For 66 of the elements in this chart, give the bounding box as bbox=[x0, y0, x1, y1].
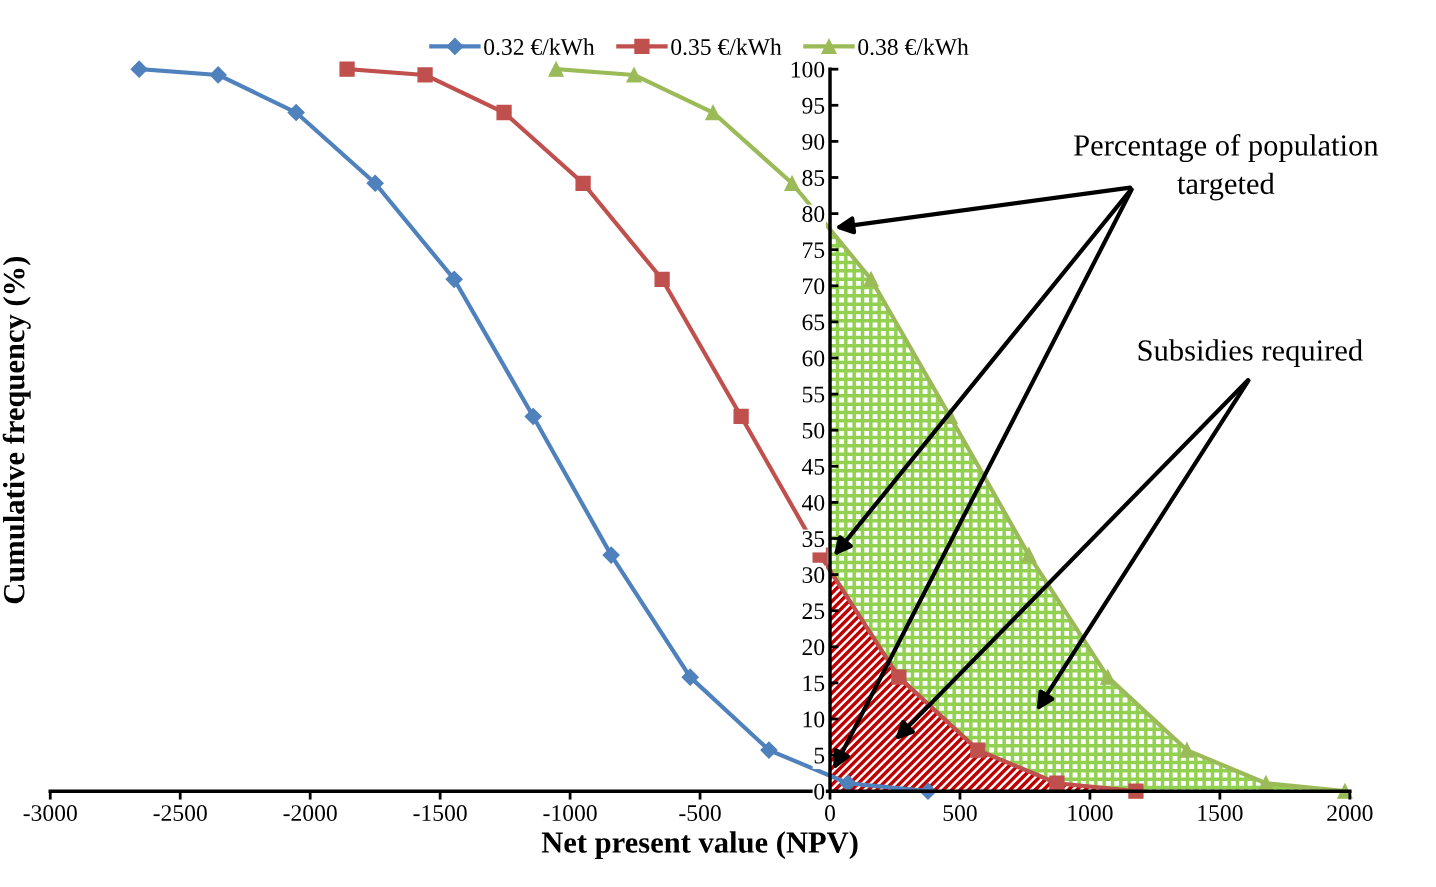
point bbox=[970, 742, 986, 758]
point bbox=[548, 61, 564, 77]
y-tick-label: 100 bbox=[791, 61, 825, 78]
x-tick-label: 1500 bbox=[1198, 805, 1243, 822]
legend-label: 0.38 €/kWh bbox=[858, 38, 969, 56]
point bbox=[287, 103, 305, 122]
y-tick-label: 85 bbox=[802, 169, 825, 186]
y-tick-label: 70 bbox=[803, 278, 825, 295]
x-tick-label: -1000 bbox=[543, 805, 597, 822]
x-tick-label: -500 bbox=[679, 805, 721, 822]
y-tick-label: 25 bbox=[802, 603, 825, 620]
legend-label: 0.35 €/kWh bbox=[671, 38, 782, 56]
y-tick-label: 60 bbox=[802, 350, 825, 367]
y-tick-label: 75 bbox=[803, 242, 825, 259]
point bbox=[863, 271, 879, 287]
y-tick-label: 40 bbox=[802, 494, 825, 511]
point bbox=[891, 669, 907, 685]
x-tick-label: 2000 bbox=[1327, 805, 1373, 822]
point bbox=[839, 774, 857, 792]
point bbox=[209, 66, 227, 84]
point bbox=[760, 741, 778, 759]
x-tick-label: 500 bbox=[943, 805, 977, 822]
point bbox=[575, 175, 591, 191]
y-tick-label: 95 bbox=[802, 97, 825, 114]
x-tick-label: -2500 bbox=[153, 805, 207, 822]
point bbox=[417, 67, 433, 83]
point bbox=[626, 67, 642, 83]
point bbox=[1021, 547, 1037, 563]
point bbox=[339, 61, 355, 77]
y-tick-label: 0 bbox=[814, 783, 825, 800]
x-tick-label: 0 bbox=[825, 805, 836, 822]
y-tick-label: 65 bbox=[802, 314, 825, 331]
y-tick-label: 35 bbox=[802, 531, 825, 547]
annotation: Percentage of population targeted bbox=[1074, 133, 1379, 201]
y-tick-label: 10 bbox=[803, 711, 825, 728]
point bbox=[705, 104, 721, 121]
point bbox=[654, 271, 670, 287]
x-tick-label: -3000 bbox=[23, 805, 77, 822]
y-tick-label: 80 bbox=[802, 206, 825, 223]
x-tick-label: -1500 bbox=[413, 805, 467, 822]
point bbox=[681, 668, 699, 686]
point bbox=[733, 408, 749, 425]
x-axis-title: Net present value (NPV) bbox=[541, 831, 858, 860]
y-tick-label: 90 bbox=[802, 133, 825, 150]
y-tick-label: 5 bbox=[814, 747, 825, 764]
point bbox=[784, 175, 800, 191]
point bbox=[130, 60, 148, 78]
x-tick-label: -2000 bbox=[283, 805, 337, 822]
point bbox=[445, 270, 463, 288]
legend-label: 0.32 €/kWh bbox=[484, 38, 595, 56]
point bbox=[524, 407, 542, 426]
y-axis-title: Cumulative frequency (%) bbox=[2, 256, 31, 604]
point bbox=[602, 546, 620, 564]
point bbox=[1049, 775, 1065, 791]
point bbox=[496, 104, 512, 121]
y-tick-label: 15 bbox=[803, 675, 825, 692]
x-tick-label: 1000 bbox=[1068, 805, 1113, 822]
y-tick-label: 45 bbox=[802, 458, 825, 475]
point bbox=[366, 174, 384, 192]
y-tick-label: 55 bbox=[802, 386, 825, 403]
y-tick-label: 50 bbox=[802, 422, 825, 439]
point bbox=[1179, 742, 1195, 758]
annotation: Subsidies required bbox=[1138, 339, 1363, 368]
point bbox=[1100, 669, 1116, 685]
y-tick-label: 30 bbox=[802, 567, 825, 584]
y-tick-label: 20 bbox=[802, 639, 825, 656]
